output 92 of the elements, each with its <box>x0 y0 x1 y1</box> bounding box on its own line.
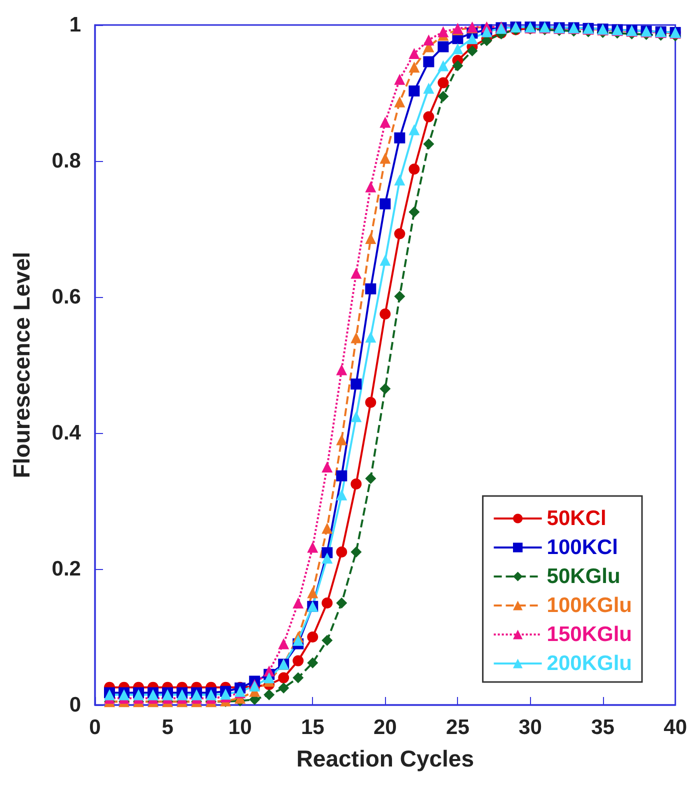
point <box>408 206 420 218</box>
point <box>394 96 406 108</box>
y-axis-title: Flouresecence Level <box>8 252 34 478</box>
point <box>220 688 232 700</box>
point <box>292 655 304 666</box>
point <box>264 672 275 684</box>
point <box>350 268 362 279</box>
point <box>322 552 333 564</box>
x-tick-label: 30 <box>518 716 542 739</box>
legend-label: 100KCl <box>546 536 618 559</box>
point <box>365 396 376 408</box>
point <box>336 489 348 500</box>
point <box>292 672 304 684</box>
point <box>423 138 434 150</box>
y-tick-label: 0.8 <box>52 150 82 172</box>
legend-label: 200KGlu <box>546 652 632 675</box>
x-tick-label: 35 <box>591 716 615 739</box>
point <box>292 598 304 608</box>
x-tick-label: 5 <box>162 716 174 739</box>
point <box>423 34 434 46</box>
point <box>322 598 333 608</box>
point <box>452 60 464 72</box>
point <box>394 132 406 144</box>
point <box>380 383 391 394</box>
x-tick-label: 40 <box>664 716 687 739</box>
point <box>394 174 406 186</box>
point <box>264 689 275 700</box>
point <box>438 41 449 52</box>
y-tick-label: 1 <box>69 14 82 36</box>
point <box>307 542 318 553</box>
x-tick-label: 20 <box>373 716 397 739</box>
point <box>278 638 290 650</box>
point <box>423 82 434 94</box>
point <box>307 587 318 598</box>
point <box>380 198 391 210</box>
point <box>307 657 318 668</box>
point <box>408 85 420 96</box>
point <box>322 634 333 646</box>
point <box>307 632 318 642</box>
y-tick-label: 0.6 <box>52 286 81 308</box>
y-tick-label: 0.2 <box>52 558 81 580</box>
point <box>365 181 376 192</box>
point <box>380 254 391 266</box>
point <box>336 364 348 376</box>
point <box>380 116 391 128</box>
x-tick-label: 0 <box>89 716 101 739</box>
point <box>380 152 391 164</box>
point <box>466 33 478 44</box>
legend-label: 100KGlu <box>546 594 632 617</box>
point <box>438 60 449 72</box>
point <box>322 462 333 472</box>
point <box>336 470 348 482</box>
point <box>423 56 434 68</box>
point <box>423 111 434 122</box>
point <box>365 332 376 343</box>
point <box>365 283 376 294</box>
point <box>350 411 362 422</box>
point <box>394 290 406 302</box>
legend-label: 50KCl <box>546 507 606 530</box>
point <box>336 434 348 446</box>
point <box>336 598 348 608</box>
point <box>365 473 376 484</box>
point <box>350 546 362 558</box>
point <box>350 478 362 490</box>
point <box>278 672 290 684</box>
point <box>408 124 420 136</box>
point <box>438 77 449 88</box>
point <box>292 634 304 646</box>
point <box>365 233 376 244</box>
point <box>408 48 420 60</box>
point <box>350 332 362 344</box>
point <box>466 45 478 56</box>
x-axis-title: Reaction Cycles <box>296 746 474 772</box>
point <box>394 228 406 240</box>
point <box>322 522 333 534</box>
point <box>438 90 449 102</box>
y-tick-label: 0.4 <box>52 422 82 444</box>
point <box>278 682 290 694</box>
point <box>452 43 464 54</box>
point <box>336 546 348 558</box>
point <box>350 378 362 390</box>
point <box>380 308 391 320</box>
x-tick-label: 15 <box>300 716 325 739</box>
x-tick-label: 25 <box>446 716 470 739</box>
x-tick-label: 10 <box>228 716 252 739</box>
point <box>408 62 420 73</box>
legend-label: 150KGlu <box>546 623 632 646</box>
legend-label: 50KGlu <box>546 565 620 588</box>
y-tick-label: 0 <box>69 694 81 716</box>
point <box>394 74 406 85</box>
point <box>408 164 420 175</box>
point <box>438 26 449 38</box>
